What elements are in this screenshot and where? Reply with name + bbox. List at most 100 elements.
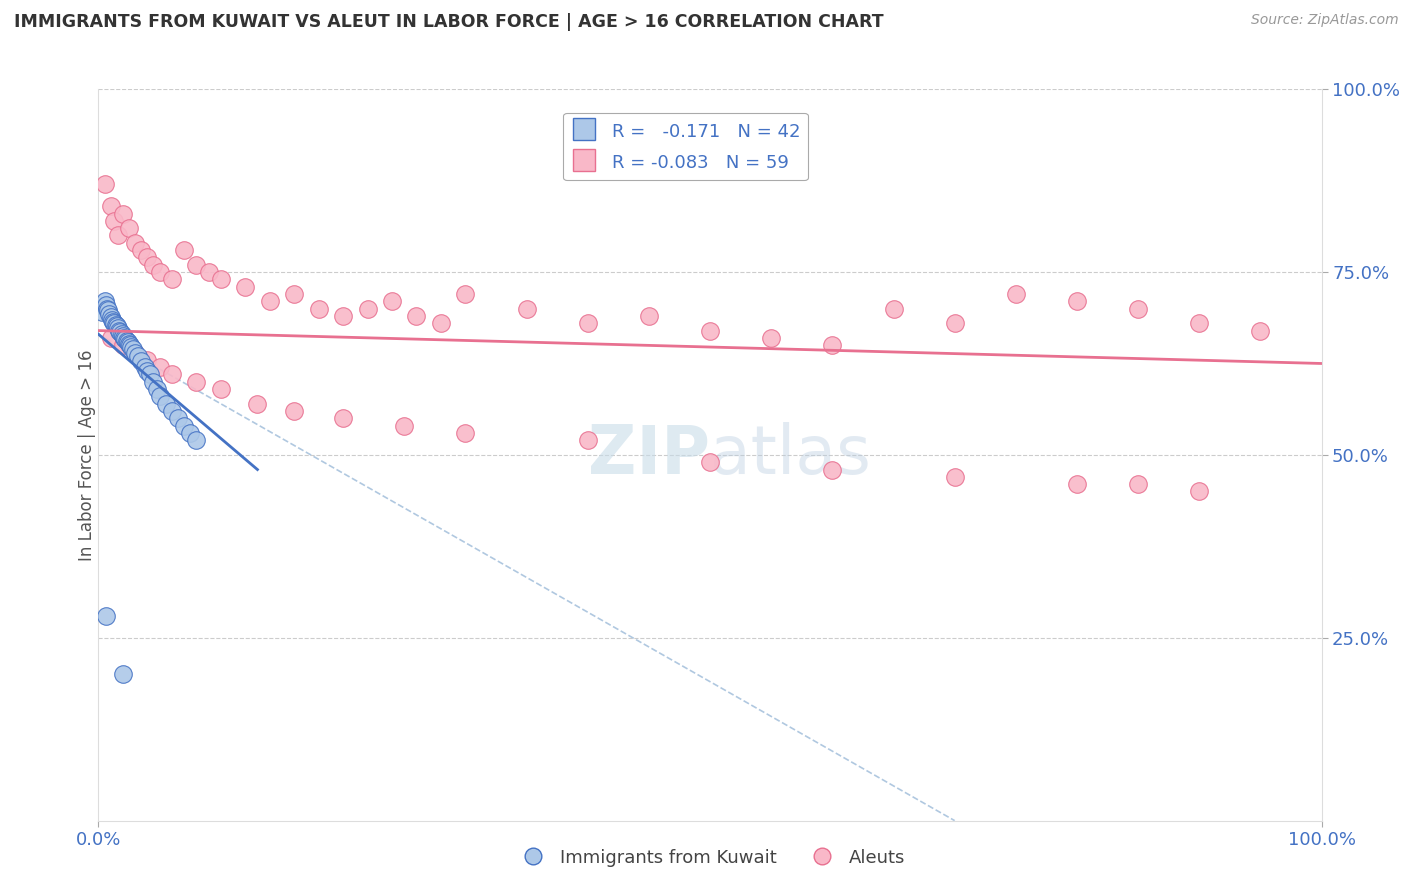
Legend: Immigrants from Kuwait, Aleuts: Immigrants from Kuwait, Aleuts [508, 841, 912, 874]
Point [120, 340, 142, 354]
Point [1128, 477, 1150, 491]
Point [1188, 316, 1211, 330]
Point [103, 214, 125, 228]
Point [454, 287, 477, 301]
Point [129, 354, 152, 368]
Point [100, 199, 122, 213]
Point [120, 338, 142, 352]
Text: ZIP: ZIP [588, 422, 710, 488]
Point [111, 327, 134, 342]
Point [136, 352, 159, 367]
Point [104, 318, 127, 332]
Point [233, 279, 256, 293]
Point [209, 382, 232, 396]
Point [160, 272, 183, 286]
Point [1188, 484, 1211, 499]
Point [167, 411, 190, 425]
Point [246, 397, 269, 411]
Point [139, 368, 162, 382]
Point [1004, 287, 1026, 301]
Point [883, 301, 905, 316]
Point [142, 375, 165, 389]
Point [136, 251, 159, 265]
Point [101, 312, 124, 326]
Point [381, 294, 404, 309]
Point [576, 434, 599, 448]
Point [761, 331, 783, 345]
Point [117, 335, 139, 350]
Point [124, 345, 146, 359]
Point [699, 455, 721, 469]
Point [356, 301, 378, 316]
Point [127, 349, 149, 363]
Point [405, 309, 427, 323]
Point [1066, 477, 1088, 491]
Point [186, 434, 208, 448]
Point [173, 243, 195, 257]
Point [134, 360, 156, 375]
Point [112, 331, 135, 345]
Point [111, 329, 134, 343]
Point [821, 338, 844, 352]
Point [91, 305, 114, 319]
Point [111, 338, 134, 352]
Point [115, 334, 138, 348]
Point [110, 325, 132, 339]
Point [97, 303, 120, 318]
Text: Source: ZipAtlas.com: Source: ZipAtlas.com [1251, 13, 1399, 28]
Text: atlas: atlas [710, 422, 870, 488]
Point [186, 375, 208, 389]
Point [93, 178, 115, 192]
Point [105, 319, 128, 334]
Point [107, 228, 129, 243]
Point [103, 316, 125, 330]
Point [943, 470, 966, 484]
Point [94, 298, 117, 312]
Point [149, 389, 172, 403]
Point [107, 321, 129, 335]
Point [93, 294, 115, 309]
Point [1128, 301, 1150, 316]
Point [118, 221, 141, 235]
Point [155, 397, 177, 411]
Text: IMMIGRANTS FROM KUWAIT VS ALEUT IN LABOR FORCE | AGE > 16 CORRELATION CHART: IMMIGRANTS FROM KUWAIT VS ALEUT IN LABOR… [14, 13, 884, 31]
Point [121, 342, 143, 356]
Point [943, 316, 966, 330]
Point [576, 316, 599, 330]
Point [146, 382, 169, 396]
Point [197, 265, 219, 279]
Point [1249, 324, 1271, 338]
Point [124, 345, 146, 359]
Point [179, 425, 201, 440]
Point [129, 243, 152, 257]
Point [699, 324, 721, 338]
Point [136, 364, 159, 378]
Point [142, 258, 165, 272]
Point [100, 331, 122, 345]
Point [515, 301, 537, 316]
Point [454, 425, 477, 440]
Point [149, 360, 172, 375]
Point [101, 315, 124, 329]
Point [94, 608, 117, 623]
Point [430, 316, 453, 330]
Point [111, 206, 134, 220]
Point [283, 287, 305, 301]
Point [259, 294, 281, 309]
Y-axis label: In Labor Force | Age > 16: In Labor Force | Age > 16 [79, 349, 96, 561]
Point [149, 265, 172, 279]
Point [638, 309, 661, 323]
Point [118, 336, 141, 351]
Point [308, 301, 330, 316]
Point [1066, 294, 1088, 309]
Point [173, 418, 195, 433]
Point [209, 272, 232, 286]
Point [96, 301, 118, 316]
Point [100, 310, 122, 325]
Point [124, 235, 146, 250]
Point [392, 418, 416, 433]
Point [332, 309, 354, 323]
Point [160, 404, 183, 418]
Point [821, 462, 844, 476]
Point [114, 332, 136, 346]
